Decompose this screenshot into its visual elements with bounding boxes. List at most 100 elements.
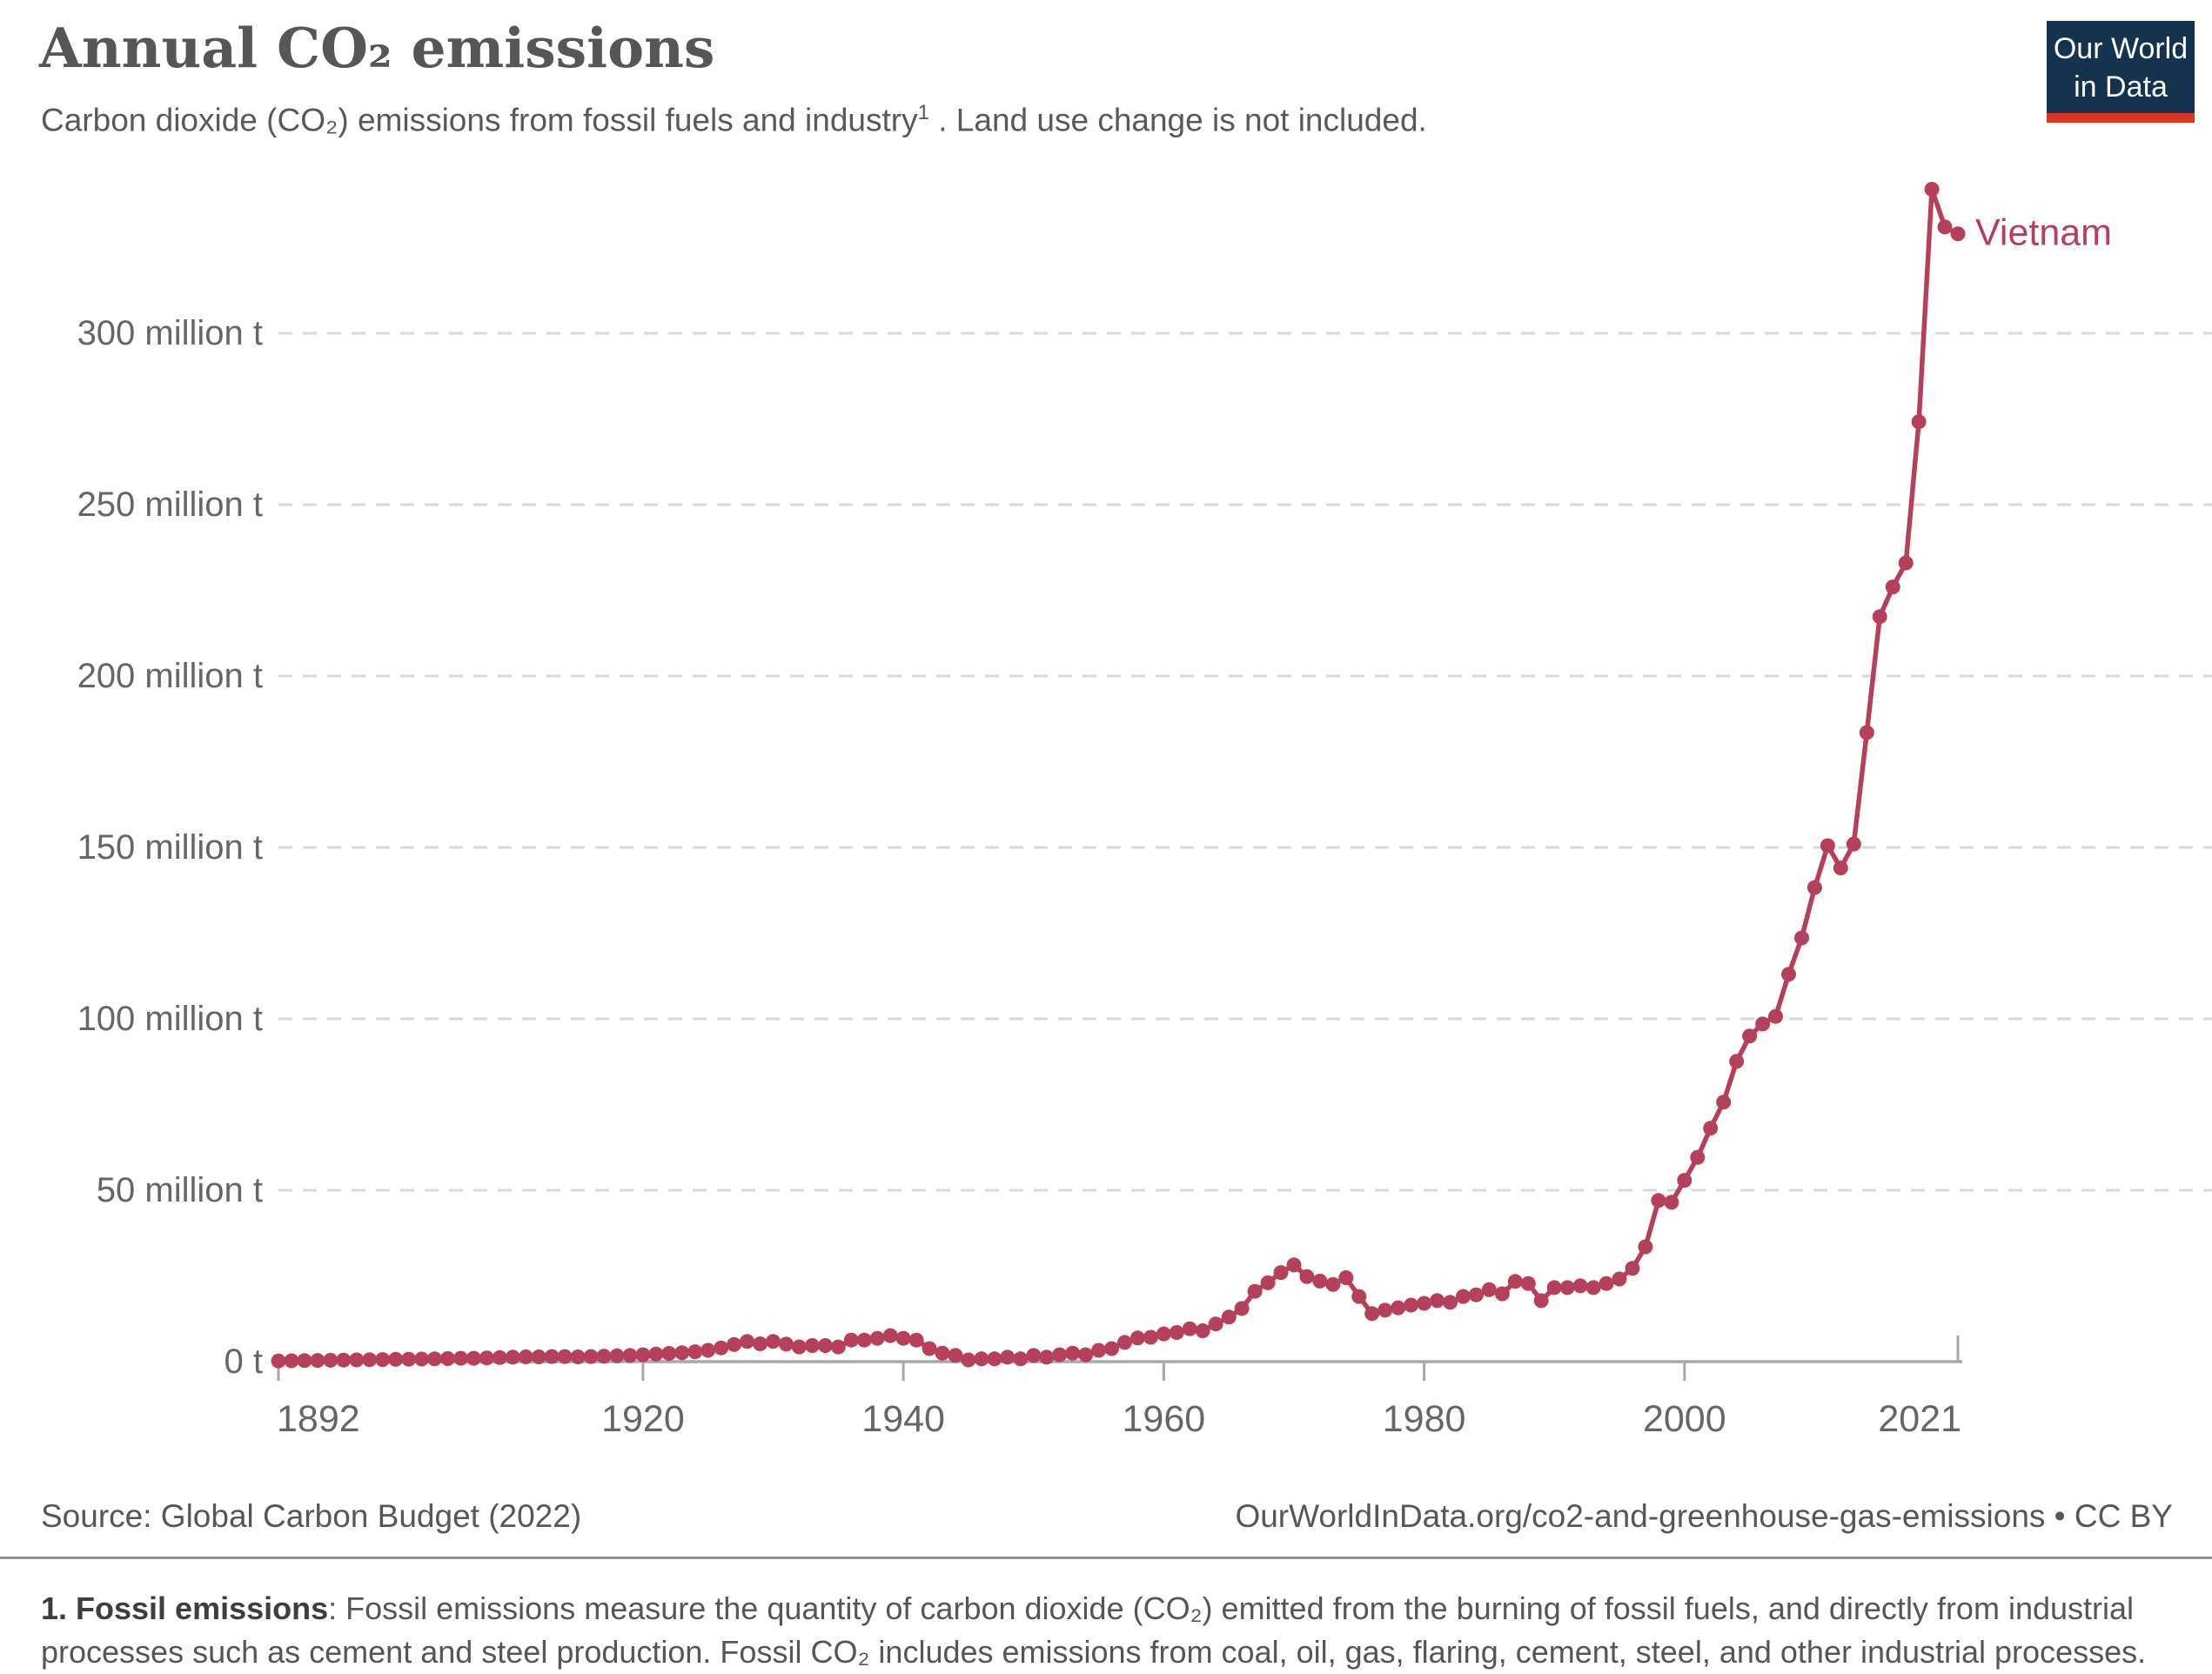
data-point[interactable] <box>1677 1173 1693 1189</box>
data-point[interactable] <box>1911 414 1927 430</box>
data-point[interactable] <box>583 1349 599 1364</box>
data-point[interactable] <box>1494 1286 1510 1302</box>
data-point[interactable] <box>1273 1265 1289 1281</box>
data-point[interactable] <box>440 1351 455 1366</box>
data-point[interactable] <box>1612 1271 1627 1287</box>
data-point[interactable] <box>557 1349 573 1364</box>
data-point[interactable] <box>1872 609 1887 625</box>
data-point[interactable] <box>1299 1269 1315 1284</box>
data-point[interactable] <box>987 1351 1002 1367</box>
data-point[interactable] <box>961 1352 976 1368</box>
data-point[interactable] <box>895 1330 911 1346</box>
data-point[interactable] <box>700 1343 716 1358</box>
data-point[interactable] <box>1260 1275 1276 1290</box>
data-point[interactable] <box>935 1345 950 1361</box>
data-point[interactable] <box>388 1351 404 1367</box>
data-point[interactable] <box>1169 1325 1184 1340</box>
data-point[interactable] <box>1742 1028 1758 1044</box>
data-point[interactable] <box>1885 579 1900 595</box>
data-point[interactable] <box>1716 1095 1732 1110</box>
data-point[interactable] <box>1078 1347 1094 1363</box>
series-end-label[interactable]: Vietnam <box>1975 212 2112 254</box>
data-point[interactable] <box>1507 1274 1523 1289</box>
data-point[interactable] <box>1638 1239 1653 1255</box>
data-point[interactable] <box>753 1336 768 1351</box>
data-point[interactable] <box>1013 1351 1029 1367</box>
data-point[interactable] <box>427 1351 442 1367</box>
data-point[interactable] <box>687 1344 703 1360</box>
data-point[interactable] <box>1195 1323 1210 1338</box>
data-point[interactable] <box>791 1339 807 1355</box>
data-point[interactable] <box>1325 1276 1341 1292</box>
data-point[interactable] <box>1430 1293 1445 1309</box>
data-point[interactable] <box>1443 1295 1458 1310</box>
data-point[interactable] <box>1052 1347 1068 1363</box>
data-point[interactable] <box>661 1346 677 1361</box>
data-point[interactable] <box>1404 1297 1419 1313</box>
data-point[interactable] <box>336 1352 352 1368</box>
data-point[interactable] <box>882 1328 898 1343</box>
data-point[interactable] <box>1599 1276 1614 1291</box>
data-point[interactable] <box>779 1336 794 1352</box>
data-point[interactable] <box>1690 1149 1706 1165</box>
data-point[interactable] <box>297 1353 312 1369</box>
data-point[interactable] <box>817 1338 833 1353</box>
data-point[interactable] <box>1859 725 1874 740</box>
data-point[interactable] <box>635 1347 651 1363</box>
data-point[interactable] <box>1000 1349 1016 1365</box>
data-point[interactable] <box>1546 1280 1562 1296</box>
data-point[interactable] <box>674 1345 690 1361</box>
data-point[interactable] <box>1729 1054 1745 1069</box>
data-point[interactable] <box>1520 1276 1536 1291</box>
data-point[interactable] <box>1182 1321 1197 1336</box>
data-point[interactable] <box>1377 1302 1393 1318</box>
data-point[interactable] <box>609 1348 625 1363</box>
data-point[interactable] <box>648 1346 664 1362</box>
data-point[interactable] <box>1039 1349 1055 1365</box>
data-point[interactable] <box>1312 1273 1328 1289</box>
data-point[interactable] <box>1234 1301 1250 1316</box>
data-point[interactable] <box>1417 1296 1432 1311</box>
data-point[interactable] <box>1585 1280 1601 1296</box>
data-point[interactable] <box>570 1349 586 1364</box>
data-point[interactable] <box>869 1330 885 1346</box>
data-point[interactable] <box>505 1349 520 1365</box>
data-point[interactable] <box>974 1351 989 1367</box>
data-point[interactable] <box>1755 1016 1771 1032</box>
data-point[interactable] <box>622 1348 638 1363</box>
data-point[interactable] <box>531 1349 546 1364</box>
data-point[interactable] <box>1065 1345 1081 1361</box>
data-point[interactable] <box>766 1334 781 1349</box>
data-point[interactable] <box>349 1352 365 1368</box>
data-point[interactable] <box>323 1352 339 1368</box>
data-point[interactable] <box>1391 1300 1406 1316</box>
data-point[interactable] <box>401 1351 417 1367</box>
data-point[interactable] <box>466 1350 481 1366</box>
data-point[interactable] <box>908 1332 924 1348</box>
data-point[interactable] <box>1898 555 1914 571</box>
data-point[interactable] <box>1533 1293 1549 1309</box>
data-point[interactable] <box>1820 838 1835 854</box>
data-point[interactable] <box>1456 1289 1471 1304</box>
data-point[interactable] <box>948 1348 963 1363</box>
data-point[interactable] <box>1208 1316 1223 1332</box>
data-point[interactable] <box>1481 1282 1497 1297</box>
data-point[interactable] <box>714 1340 729 1356</box>
data-point[interactable] <box>492 1349 507 1365</box>
data-point[interactable] <box>544 1349 560 1364</box>
data-point[interactable] <box>830 1339 846 1355</box>
data-point[interactable] <box>1286 1257 1302 1273</box>
owid-logo[interactable]: Our World in Data <box>2047 21 2195 123</box>
data-point[interactable] <box>1768 1008 1783 1024</box>
data-point[interactable] <box>1781 967 1796 982</box>
data-point[interactable] <box>740 1334 755 1349</box>
data-point[interactable] <box>843 1332 859 1348</box>
data-point[interactable] <box>1806 880 1822 895</box>
data-point[interactable] <box>271 1353 286 1369</box>
data-point[interactable] <box>414 1351 430 1367</box>
data-point[interactable] <box>1117 1335 1132 1350</box>
data-point[interactable] <box>922 1341 937 1356</box>
data-point[interactable] <box>1468 1287 1484 1302</box>
data-point[interactable] <box>804 1338 820 1353</box>
data-point[interactable] <box>727 1336 742 1352</box>
